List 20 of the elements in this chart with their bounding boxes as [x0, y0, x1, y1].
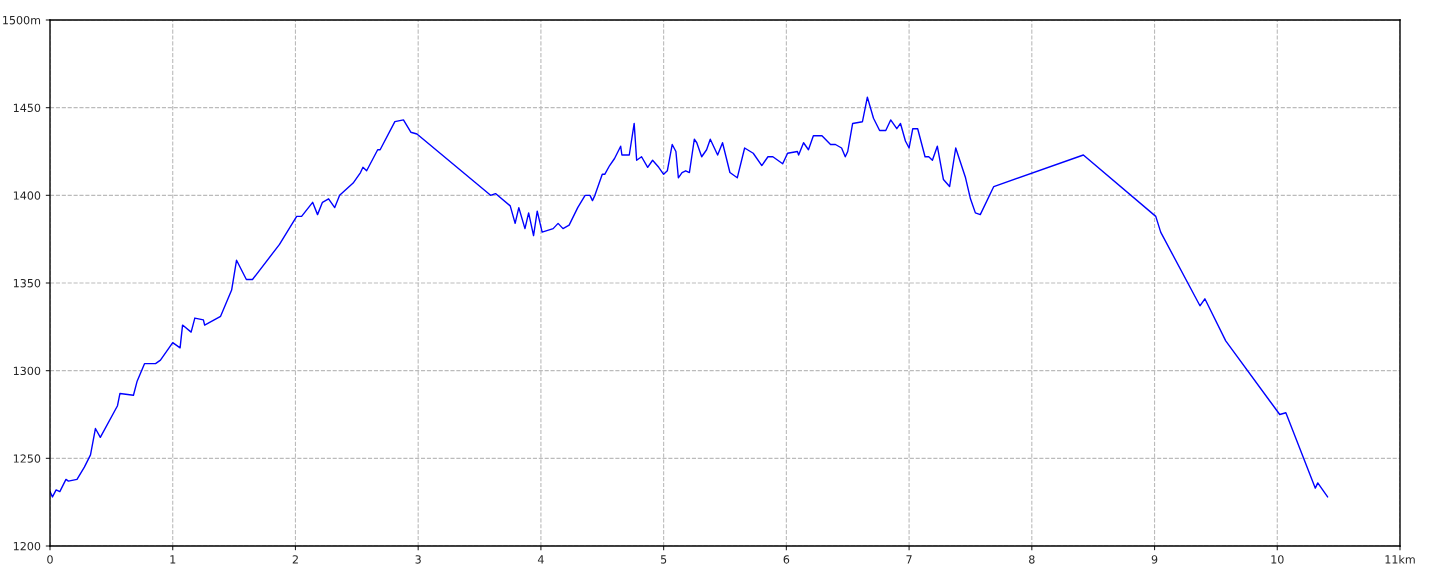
x-tick-label: 9	[1151, 555, 1158, 564]
line-series	[50, 96, 1329, 498]
y-tick-label: 1350	[13, 278, 41, 288]
x-tick-label: 6	[783, 555, 790, 564]
x-tick-label: 10	[1271, 555, 1284, 564]
x-tick-label: 3	[415, 555, 421, 564]
x-tick-label: 11km	[1385, 555, 1415, 564]
y-tick-label: 1250	[13, 454, 41, 463]
y-tick-label: 1200	[13, 541, 41, 551]
y-tick-label: 1500m	[3, 15, 41, 25]
x-tick-label: 2	[292, 555, 298, 564]
y-tick-label: 1400	[13, 191, 41, 200]
x-tick-label: 8	[1029, 555, 1035, 564]
x-tick-label: 4	[537, 555, 544, 564]
x-tick-label: 5	[660, 555, 667, 564]
x-tick-label: 0	[47, 555, 53, 564]
y-tick-label: 1450	[13, 103, 41, 113]
y-tick-label: 1300	[13, 366, 41, 376]
x-tick-label: 1	[170, 555, 176, 564]
x-tick-label: 7	[906, 555, 912, 564]
